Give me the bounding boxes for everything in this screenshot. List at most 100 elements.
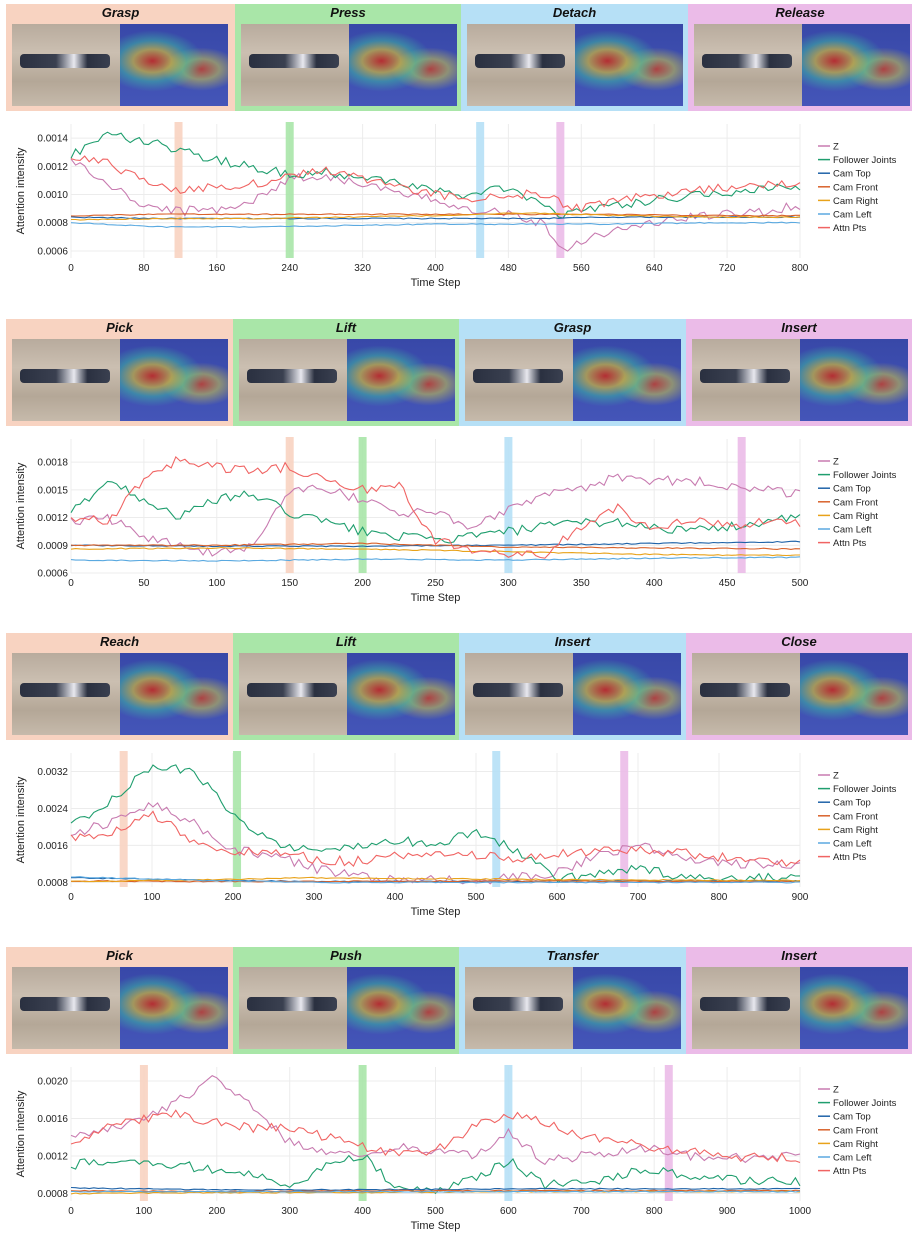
- x-tick-label: 800: [646, 1206, 663, 1217]
- y-tick-label: 0.0014: [37, 134, 68, 145]
- x-tick-label: 500: [427, 1206, 444, 1217]
- legend-label: Follower Joints: [833, 1098, 897, 1109]
- series-line-attn-pts: [70, 455, 801, 559]
- x-tick-label: 150: [281, 578, 298, 589]
- y-axis-label: Attention intensity: [15, 1090, 27, 1177]
- legend-label: Z: [833, 771, 839, 782]
- series-line-cam-front: [70, 879, 801, 883]
- legend-label: Cam Front: [833, 1125, 878, 1136]
- robot-arm-image: [247, 369, 337, 383]
- camera-image: [241, 24, 349, 106]
- phase-highlight-bar: [358, 1065, 367, 1201]
- line-chart: 0 100 200 300 400 500 600 700 800 900 0.0008 0.0016…: [15, 751, 897, 918]
- phase-panel-4: Close: [686, 633, 912, 740]
- legend-label: Cam Left: [833, 210, 872, 221]
- y-tick-label: 0.0012: [37, 513, 68, 524]
- phase-highlight-bar: [119, 751, 128, 887]
- x-tick-label: 800: [711, 892, 728, 903]
- x-tick-label: 50: [138, 578, 150, 589]
- attention-heatmap-image: [347, 653, 455, 735]
- phase-label: Insert: [554, 634, 591, 649]
- robot-arm-image: [700, 997, 790, 1011]
- phase-panel-3: Detach: [461, 4, 688, 111]
- phase-label: Pick: [106, 320, 133, 335]
- line-chart: 0 100 200 300 400 500 600 700 800 900 1000 0.0008 0.…: [15, 1065, 897, 1232]
- series-line-cam-right: [70, 546, 800, 557]
- phase-highlight-bar: [285, 437, 294, 573]
- legend-label: Cam Right: [833, 825, 878, 836]
- legend-label: Cam Front: [833, 182, 878, 193]
- x-tick-label: 0: [68, 892, 74, 903]
- camera-image: [12, 967, 120, 1049]
- series-line-follower-joints: [70, 1154, 801, 1195]
- camera-image: [465, 653, 573, 735]
- x-tick-label: 600: [500, 1206, 517, 1217]
- phase-panel-1: Grasp: [6, 4, 235, 111]
- phase-label: Close: [781, 634, 817, 649]
- x-tick-label: 720: [719, 263, 736, 274]
- phase-panel-2: Press: [235, 4, 461, 111]
- x-tick-label: 500: [468, 892, 485, 903]
- y-axis-label: Attention intensity: [15, 147, 27, 234]
- legend-label: Cam Top: [833, 798, 871, 809]
- x-tick-label: 160: [208, 263, 225, 274]
- phase-highlight-bar: [233, 751, 242, 887]
- series-line-attn-pts: [70, 1109, 801, 1164]
- phase-strip: Pick Lift Grasp Insert: [6, 319, 912, 426]
- robot-arm-image: [247, 683, 337, 697]
- robot-arm-image: [700, 683, 790, 697]
- attention-heatmap-image: [800, 967, 908, 1049]
- phase-highlight-bar: [556, 122, 565, 258]
- panel-4: Pick Push Transfer Insert 0 100 200 300 400 500 60…: [0, 947, 919, 1257]
- x-tick-label: 320: [354, 263, 371, 274]
- series-line-cam-right: [71, 212, 801, 221]
- phase-label: Lift: [335, 320, 357, 335]
- panel-2: Pick Lift Grasp Insert 0 50 100 150 200 250 300 350…: [0, 319, 919, 629]
- x-tick-label: 1000: [789, 1206, 812, 1217]
- legend-label: Cam Right: [833, 511, 878, 522]
- y-tick-label: 0.0032: [37, 767, 68, 778]
- camera-image: [465, 967, 573, 1049]
- y-tick-label: 0.0016: [37, 841, 68, 852]
- robot-arm-image: [473, 369, 563, 383]
- phase-panel-3: Transfer: [459, 947, 686, 1054]
- x-axis-label: Time Step: [411, 592, 461, 604]
- legend-label: Cam Right: [833, 1139, 878, 1150]
- phase-panel-1: Pick: [6, 319, 233, 426]
- legend-label: Cam Top: [833, 169, 871, 180]
- camera-image: [694, 24, 802, 106]
- robot-arm-image: [700, 369, 790, 383]
- x-tick-label: 800: [792, 263, 809, 274]
- x-tick-label: 100: [144, 892, 161, 903]
- y-tick-label: 0.0008: [37, 878, 68, 889]
- x-axis-label: Time Step: [411, 1220, 461, 1232]
- series-line-follower-joints: [70, 480, 801, 544]
- phase-panel-4: Release: [688, 4, 912, 111]
- legend-label: Attn Pts: [833, 852, 867, 863]
- x-axis-label: Time Step: [411, 906, 461, 918]
- attention-heatmap-image: [800, 339, 908, 421]
- series-line-cam-front: [70, 542, 801, 550]
- phase-panel-4: Insert: [686, 947, 912, 1054]
- attention-heatmap-image: [120, 967, 228, 1049]
- panel-3: Reach Lift Insert Close 0 100 200 300 400 500 600 7…: [0, 633, 919, 943]
- phase-panel-2: Push: [233, 947, 459, 1054]
- line-chart: 0 50 100 150 200 250 300 350 400 450 500 0.0006 0.00…: [15, 437, 897, 604]
- y-tick-label: 0.0006: [37, 569, 68, 580]
- attention-heatmap-image: [573, 339, 681, 421]
- series-line-cam-top: [70, 1186, 801, 1191]
- attention-heatmap-image: [802, 24, 910, 106]
- y-tick-label: 0.0020: [37, 1077, 68, 1088]
- camera-image: [12, 24, 120, 106]
- phase-label: Transfer: [546, 948, 599, 963]
- phase-label: Reach: [99, 634, 140, 649]
- legend-label: Attn Pts: [833, 538, 867, 549]
- legend-label: Attn Pts: [833, 1166, 867, 1177]
- x-tick-label: 100: [208, 578, 225, 589]
- legend-label: Z: [833, 142, 839, 153]
- x-tick-label: 700: [573, 1206, 590, 1217]
- phase-highlight-bar: [737, 437, 746, 573]
- x-tick-label: 450: [719, 578, 736, 589]
- robot-arm-image: [20, 683, 110, 697]
- x-tick-label: 600: [549, 892, 566, 903]
